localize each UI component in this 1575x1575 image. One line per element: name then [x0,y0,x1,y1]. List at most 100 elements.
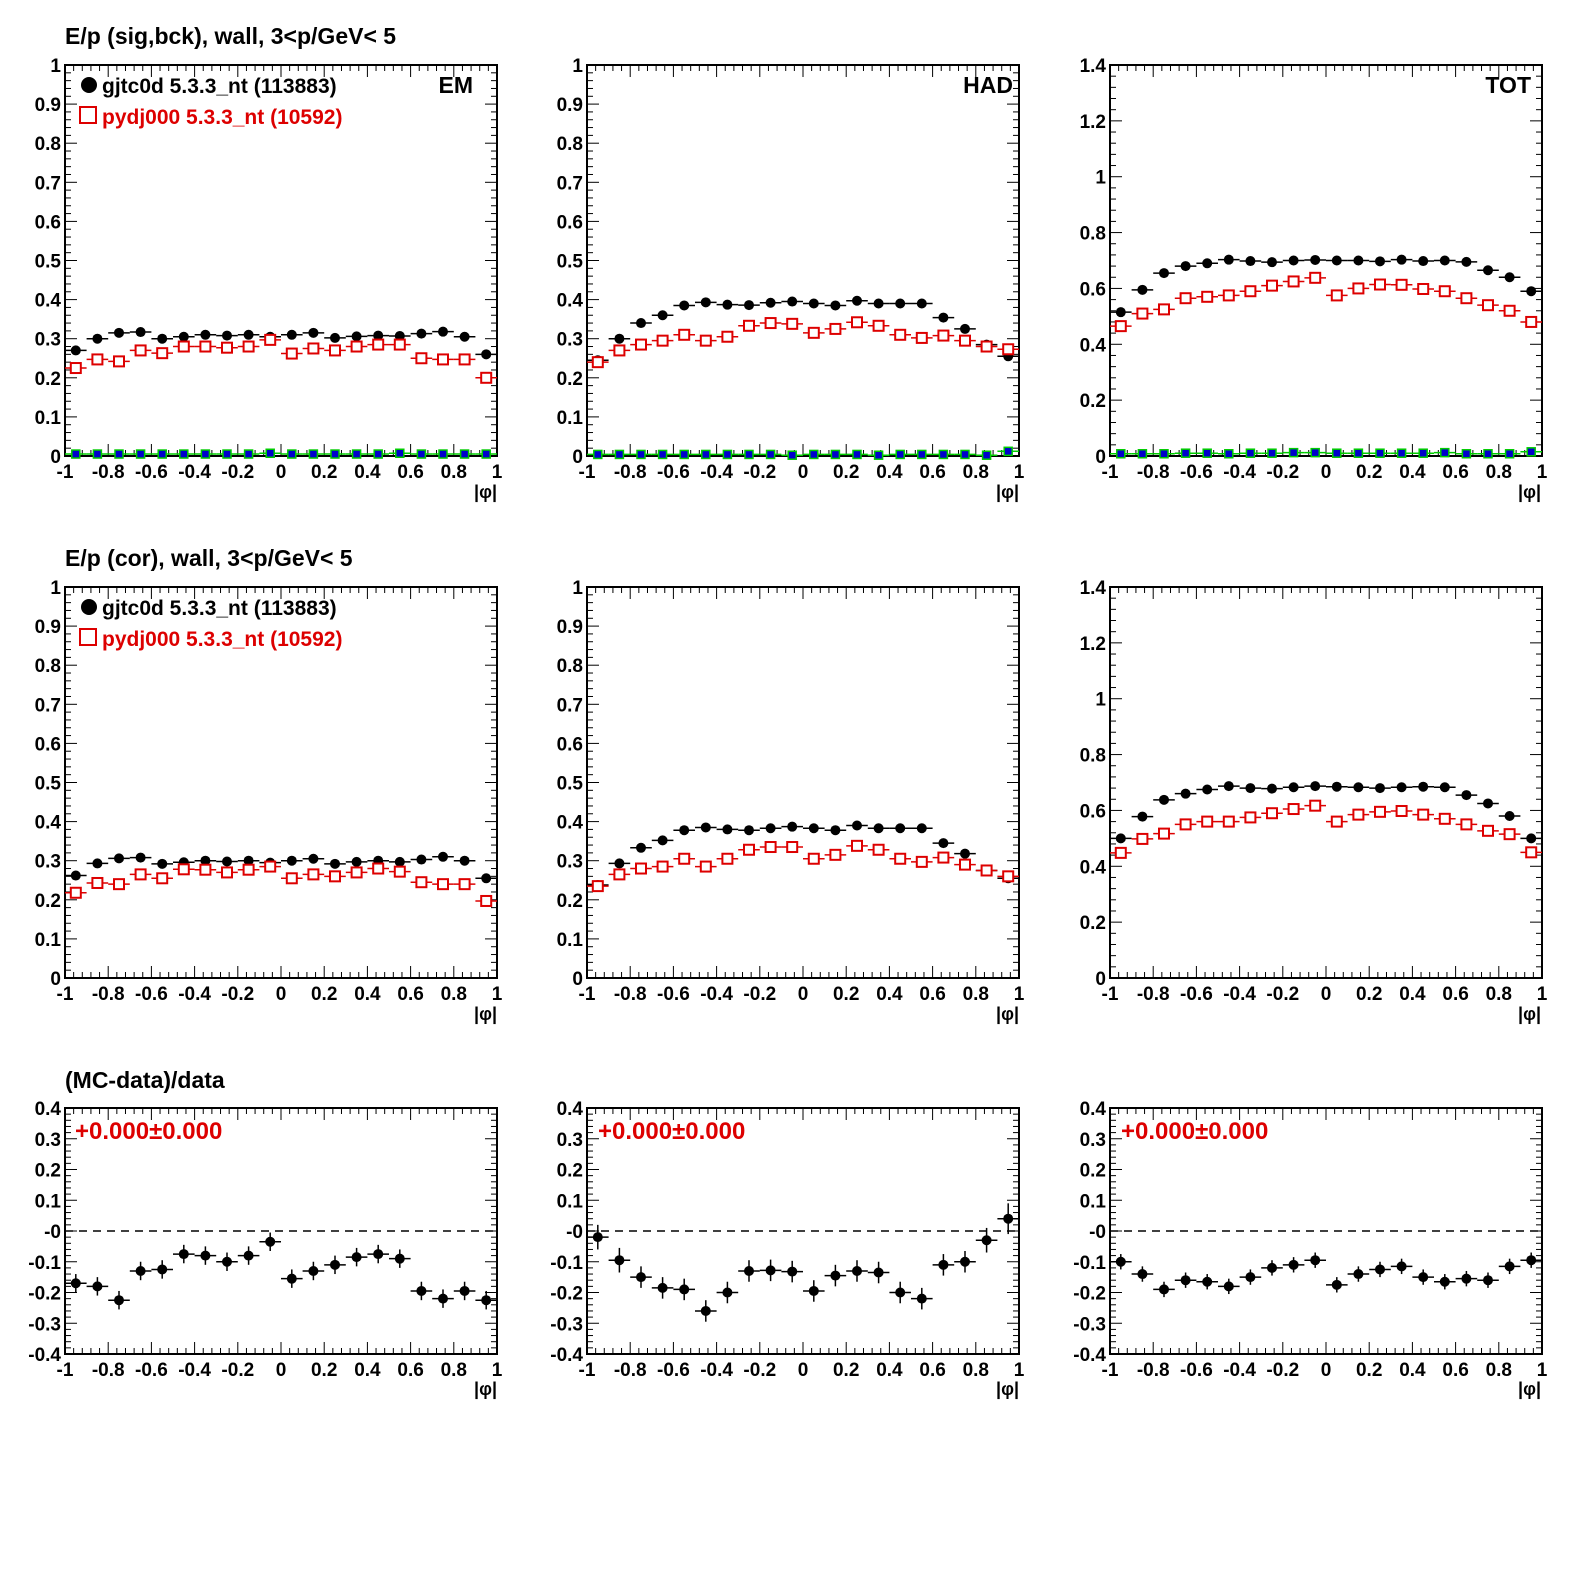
background-point [71,449,81,459]
x-tick-label: 0 [1321,462,1332,483]
mc-point [829,848,842,861]
data-point [852,1265,862,1276]
data-point [286,855,297,866]
x-tick-label: 0 [276,1360,287,1381]
x-tick-label: -0.4 [178,1360,211,1381]
data-point [114,1295,124,1306]
background-point [636,449,646,460]
x-tick-label: 1 [492,984,503,1005]
plot-panel-p12: -1 -0.8 -0.6 -0.4 -0.2 0 0.2 0.4 0.6 0.8 1 0 0.1 0.2 0… [557,56,1025,483]
mc-point [393,865,406,878]
data-point [700,822,711,833]
background-point [1137,449,1148,459]
data-point [722,1287,733,1298]
plot-panel-p11: -1 -0.8 -0.6 -0.4 -0.2 0 0.2 0.4 0.6 0.8 1 0 0.1 0.2 0… [35,56,503,483]
y-tick-label: 0.6 [557,212,583,233]
y-tick-label: 0.5 [35,774,62,795]
mc-point [1482,824,1494,837]
background-point [373,449,383,459]
y-tick-label: 0.4 [1080,857,1107,878]
data-point [700,297,711,308]
x-tick-label: -1 [57,984,74,1005]
data-point [895,1287,906,1298]
y-tick-label: 0.4 [557,813,584,834]
y-tick-label: 0.5 [35,252,62,273]
y-tick-label: 0.2 [35,369,61,390]
data-point [114,327,124,338]
data-point [1115,307,1126,318]
mc-point [1330,815,1343,828]
x-tick-label: -0.4 [1223,462,1256,483]
x-tick-label: -0.2 [743,1360,776,1381]
y-tick-label: -0.3 [1073,1314,1106,1335]
background-point [1288,447,1299,458]
x-tick-label: 0.2 [311,462,337,483]
data-point [222,856,232,867]
data-point [636,1272,646,1283]
mc-point [437,353,449,366]
mc-point [1395,804,1408,817]
mc-point [678,328,691,341]
y-tick-label: 1 [50,56,61,77]
plot-panel-p23: -1 -0.8 -0.6 -0.4 -0.2 0 0.2 0.4 0.6 0.8 1 0 0.2 0.4 0… [1080,578,1548,1005]
mc-point [764,841,777,854]
data-point [1159,1284,1169,1295]
data-point [744,1265,754,1276]
x-tick-label: 0.6 [919,1360,945,1381]
data-point [765,823,776,834]
background-point [200,449,211,459]
x-tick-label: -0.6 [1180,462,1213,483]
mc-point [156,347,169,360]
data-point [286,1273,297,1284]
data-point [135,327,146,338]
background-point [481,449,491,459]
y-tick-label: -0.3 [550,1314,583,1335]
y-tick-label: 0.3 [35,1130,61,1151]
x-tick-label: -0.2 [221,1360,254,1381]
mc-point [656,860,669,873]
data-point [243,329,254,340]
data-point [70,1278,81,1289]
mc-point [199,340,212,353]
x-tick-label: -0.2 [1266,1360,1299,1381]
background-point [744,449,754,460]
background-point [593,449,603,460]
y-tick-label: 0.1 [35,930,62,951]
data-point [243,855,254,866]
y-tick-label: 0.3 [557,330,583,351]
mc-point [1417,808,1430,821]
data-point [157,333,168,344]
data-point [1418,256,1429,267]
background-point [1504,449,1515,459]
background-point [92,449,103,459]
y-tick-label: 0.9 [557,95,583,116]
x-tick-label: 0.8 [441,1360,467,1381]
mc-point [613,344,626,357]
data-point [1267,783,1277,794]
data-point [1223,781,1234,792]
data-point [873,1267,884,1278]
plot-panel-p33: -1 -0.8 -0.6 -0.4 -0.2 0 0.2 0.4 0.6 0.8 1 -0.4 -0.3… [1073,1099,1547,1381]
data-point [722,824,733,835]
data-point [808,823,819,834]
y-tick-label: 0.5 [557,774,584,795]
data-point [1418,781,1429,792]
mc-point [743,843,755,856]
mc-point [1114,320,1127,333]
mc-point [721,852,734,865]
background-point [395,448,405,459]
data-point [416,328,427,339]
y-tick-label: 0.2 [35,891,61,912]
y-tick-label: 0.1 [1080,1191,1107,1212]
background-point [679,449,689,460]
x-tick-label: 1 [1014,462,1025,483]
x-tick-label: 0.2 [833,1360,859,1381]
data-point [938,1259,949,1270]
data-point [1396,1261,1407,1272]
data-point [808,298,819,309]
data-point [1159,794,1169,805]
y-tick-label: 1 [50,578,61,599]
x-tick-label: 0.4 [876,462,903,483]
mc-point [743,319,755,332]
